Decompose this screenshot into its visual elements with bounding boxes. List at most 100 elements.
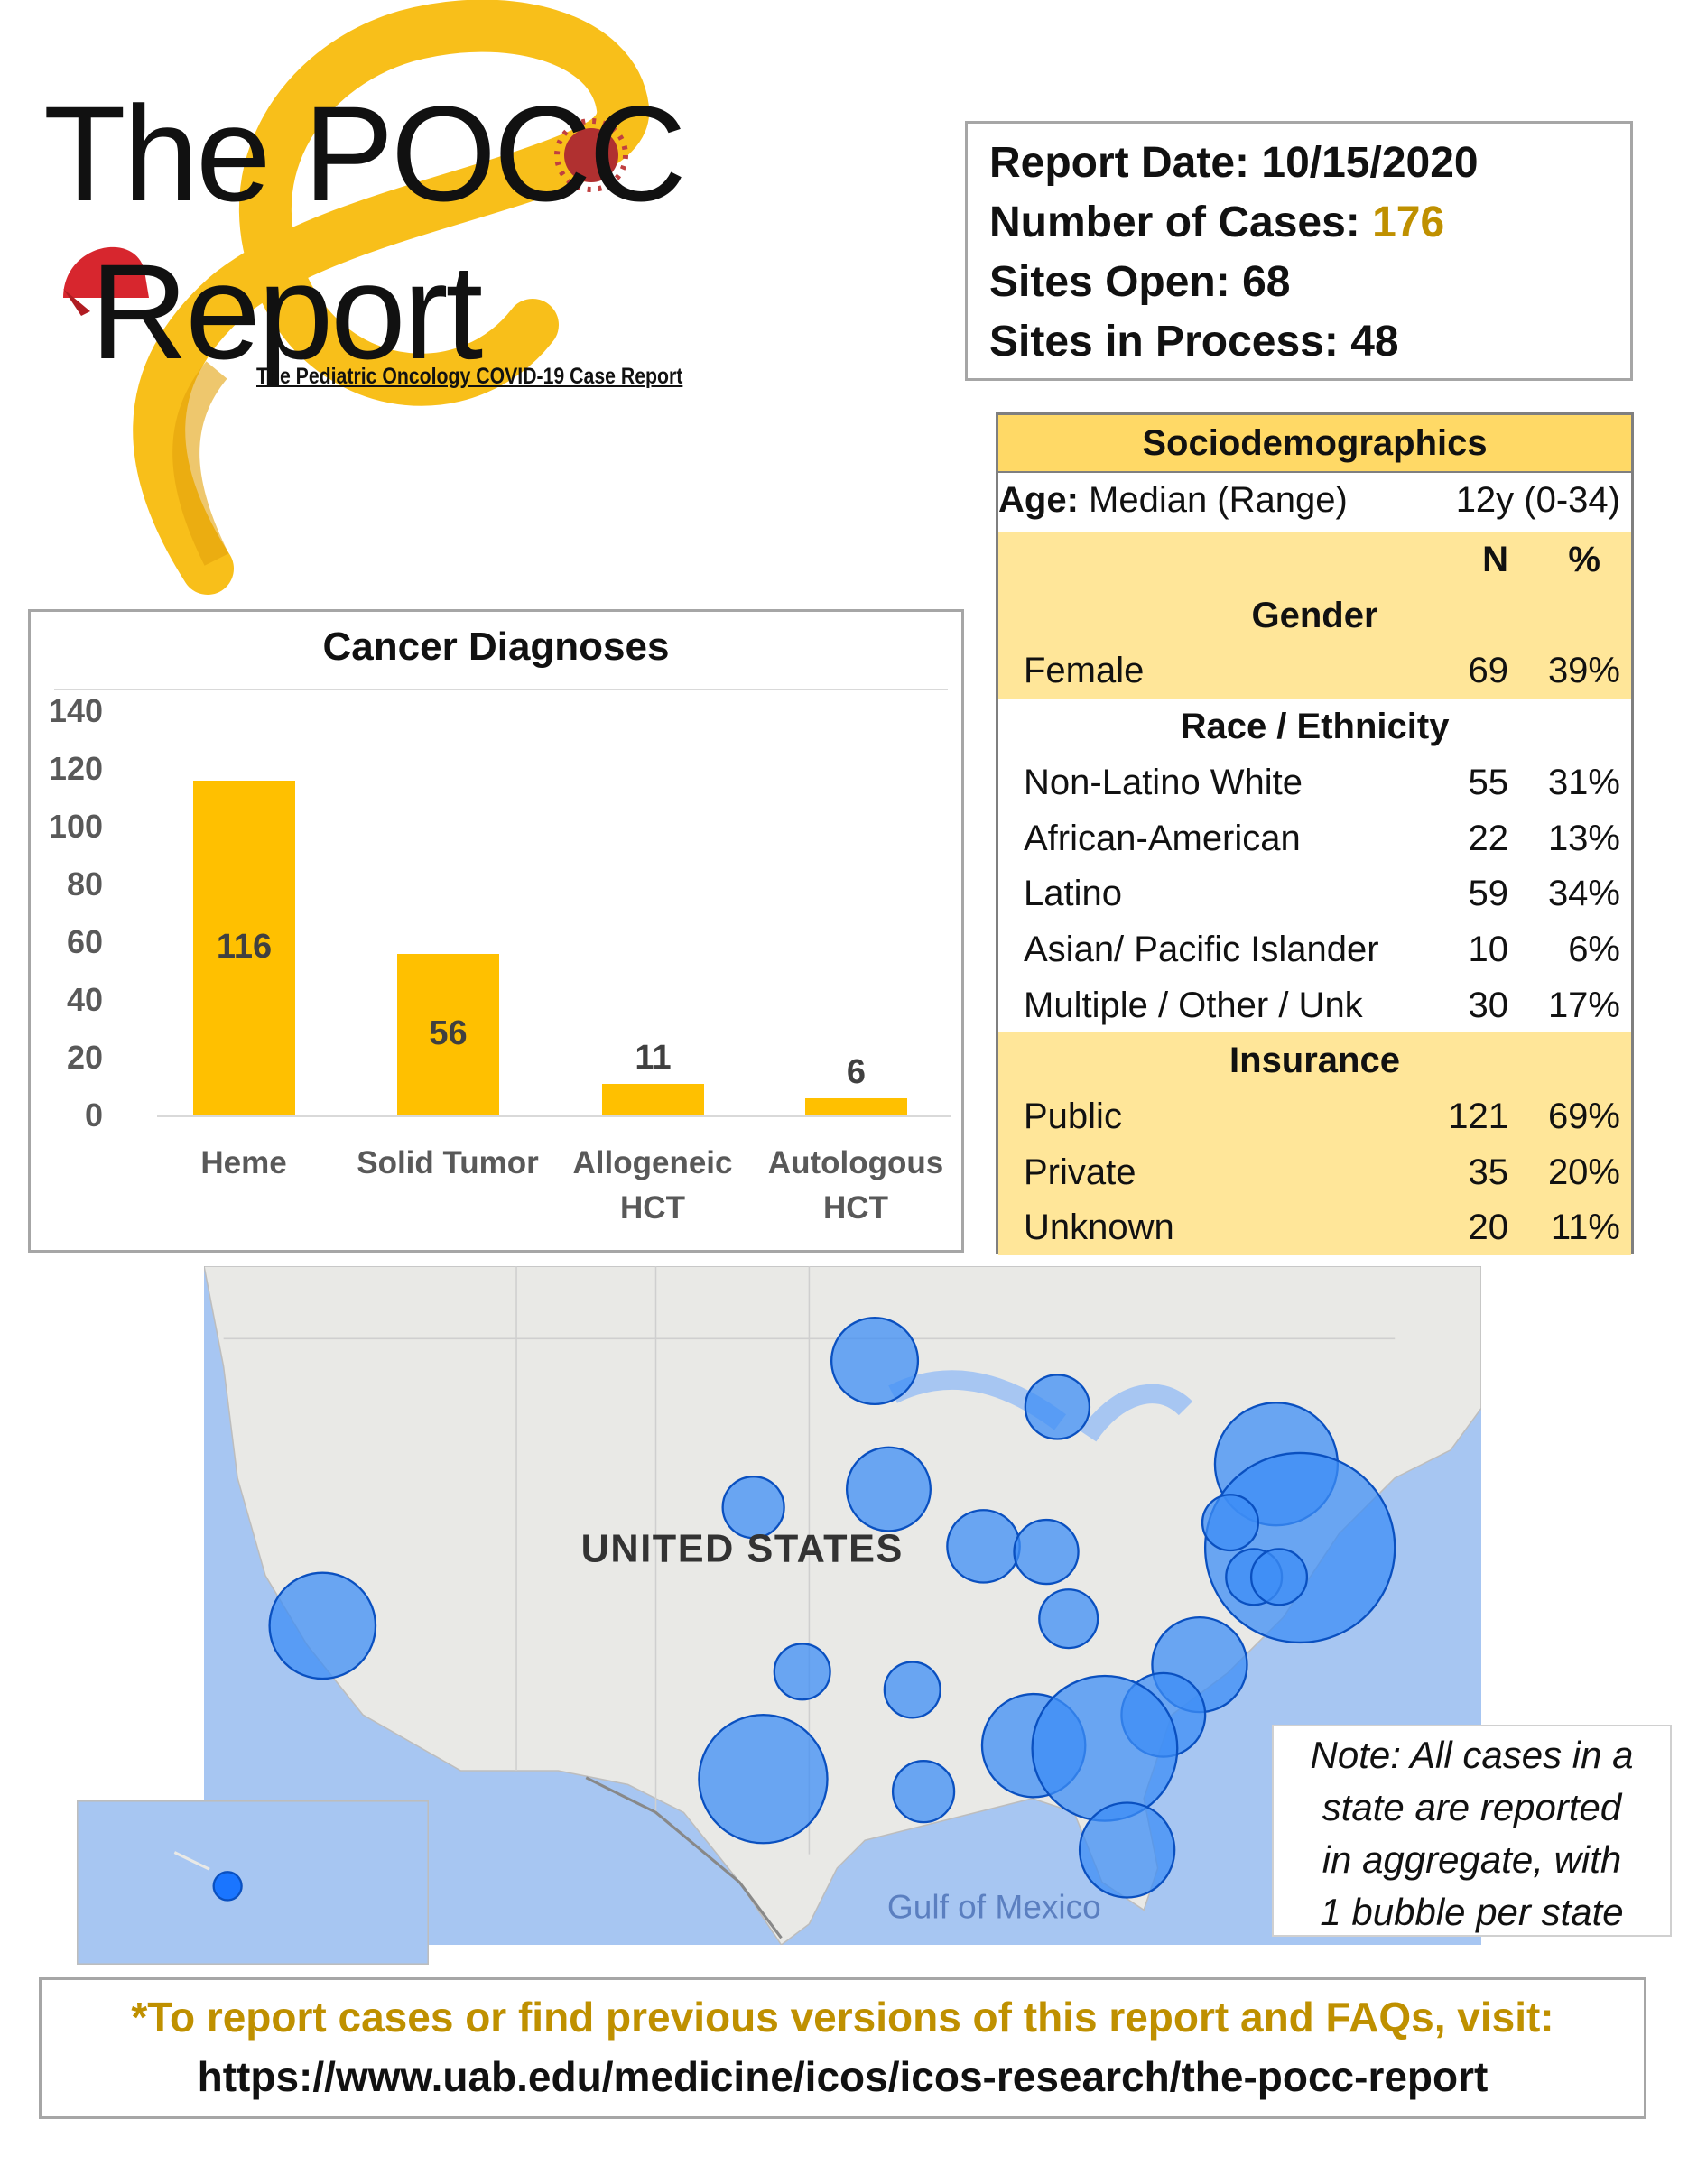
x-tick-label: Allogeneic HCT bbox=[572, 1145, 733, 1226]
data-row: Public 121 69% bbox=[998, 1088, 1631, 1144]
row-label: African-American bbox=[1024, 818, 1301, 858]
y-tick-label: 20 bbox=[66, 1039, 103, 1076]
row-label: Public bbox=[1024, 1097, 1122, 1136]
note-line: in aggregate, with bbox=[1322, 1838, 1622, 1881]
cap-brim bbox=[63, 289, 90, 316]
row-n: 55 bbox=[1468, 762, 1509, 802]
bar bbox=[193, 780, 295, 1115]
row-n: 59 bbox=[1468, 874, 1509, 914]
bubble bbox=[883, 1661, 941, 1719]
data-row: Unknown 20 11% bbox=[998, 1199, 1631, 1256]
logo-subtitle: The Pediatric Oncology COVID-19 Case Rep… bbox=[256, 364, 683, 389]
row-pct: 34% bbox=[1547, 874, 1620, 914]
age-measure: Median (Range) bbox=[1089, 480, 1348, 520]
x-tick-label: Heme bbox=[200, 1145, 287, 1180]
water-label: Gulf of Mexico bbox=[887, 1888, 1101, 1926]
y-tick-label: 80 bbox=[66, 865, 103, 902]
section-title: Insurance bbox=[1229, 1041, 1400, 1081]
data-label: 11 bbox=[635, 1038, 672, 1077]
map-inset bbox=[77, 1800, 429, 1965]
bubble bbox=[946, 1509, 1021, 1584]
data-row: Latino 59 34% bbox=[998, 865, 1631, 922]
bubble bbox=[773, 1643, 831, 1701]
cap-icon bbox=[63, 246, 149, 298]
data-label: 116 bbox=[216, 928, 273, 967]
row-n: 121 bbox=[1448, 1097, 1508, 1136]
y-tick-label: 60 bbox=[66, 923, 103, 960]
note-line: Note: All cases in a bbox=[1310, 1734, 1634, 1776]
info-label: Number of Cases: bbox=[989, 199, 1360, 246]
column-header: N bbox=[1482, 540, 1508, 579]
bubble bbox=[1078, 1801, 1176, 1899]
bar bbox=[397, 953, 499, 1115]
data-row: African-American 22 13% bbox=[998, 810, 1631, 866]
row-label: Latino bbox=[1024, 874, 1122, 914]
bubble bbox=[1013, 1518, 1080, 1586]
row-label: Asian/ Pacific Islander bbox=[1024, 929, 1379, 969]
section-row: Race / Ethnicity bbox=[998, 699, 1631, 755]
bubble bbox=[1031, 1674, 1179, 1822]
row-label: Non-Latino White bbox=[1024, 762, 1303, 802]
data-label: 56 bbox=[429, 1014, 468, 1053]
info-label: Report Date: bbox=[989, 139, 1250, 187]
bar-chart: Cancer Diagnoses 0 20 40 60 80 100 120 140 116 He… bbox=[28, 609, 964, 1253]
note-line: 1 bubble per state bbox=[1320, 1891, 1624, 1933]
row-n: 20 bbox=[1468, 1208, 1509, 1248]
data-row: Female 69 39% bbox=[998, 643, 1631, 699]
row-label: Unknown bbox=[1024, 1208, 1174, 1248]
row-pct: 17% bbox=[1547, 985, 1620, 1025]
table-title: Sociodemographics bbox=[998, 415, 1631, 473]
info-line: Number of Cases: 176 bbox=[989, 198, 1444, 247]
row-label: Female bbox=[1024, 651, 1145, 691]
border-mexico bbox=[585, 1776, 783, 1939]
ribbon-shade bbox=[172, 361, 229, 566]
row-pct: 20% bbox=[1547, 1152, 1620, 1192]
row-n: 30 bbox=[1468, 985, 1509, 1025]
info-label: Sites in Process: bbox=[989, 318, 1339, 366]
bubble bbox=[268, 1571, 377, 1680]
row-n: 22 bbox=[1468, 818, 1509, 858]
row-pct: 69% bbox=[1547, 1097, 1620, 1136]
logo-art bbox=[63, 0, 649, 595]
footer-url[interactable]: https://www.uab.edu/medicine/icos/icos-r… bbox=[197, 2053, 1489, 2100]
data-row: Private 35 20% bbox=[998, 1143, 1631, 1200]
logo-title: Report bbox=[90, 236, 483, 387]
row-n: 35 bbox=[1468, 1152, 1509, 1192]
info-value: 176 bbox=[1372, 199, 1445, 246]
info-line: Report Date: 10/15/2020 bbox=[989, 138, 1479, 188]
row-pct: 39% bbox=[1547, 651, 1620, 691]
bubbles bbox=[268, 1316, 1396, 1899]
bubble bbox=[1038, 1588, 1099, 1650]
age-row: Age: Median (Range) 12y (0-34) bbox=[998, 472, 1631, 528]
row-label: Multiple / Other / Unk bbox=[1024, 985, 1363, 1025]
row-pct: 6% bbox=[1568, 929, 1620, 969]
info-value: 10/15/2020 bbox=[1261, 139, 1479, 187]
data-row: Asian/ Pacific Islander 10 6% bbox=[998, 921, 1631, 977]
inset-islands bbox=[173, 1851, 210, 1871]
bubble bbox=[1024, 1374, 1091, 1440]
info-value: 48 bbox=[1350, 318, 1399, 366]
section-row: Gender bbox=[998, 587, 1631, 643]
row-pct: 13% bbox=[1547, 818, 1620, 858]
x-tick-label: Solid Tumor bbox=[357, 1145, 539, 1180]
bubble bbox=[845, 1446, 932, 1532]
info-label: Sites Open: bbox=[989, 258, 1230, 306]
info-line: Sites Open: 68 bbox=[989, 257, 1290, 307]
section-title: Race / Ethnicity bbox=[1180, 707, 1450, 747]
section-title: Gender bbox=[1251, 595, 1378, 635]
note-line: state are reported bbox=[1322, 1786, 1622, 1828]
footer-box: *To report cases or find previous versio… bbox=[39, 1977, 1646, 2119]
row-n: 10 bbox=[1468, 929, 1509, 969]
column-header: % bbox=[1568, 540, 1600, 579]
virus-icon bbox=[564, 128, 618, 182]
bubble bbox=[1201, 1494, 1259, 1552]
data-row: Non-Latino White 55 31% bbox=[998, 754, 1631, 810]
country-label: UNITED STATES bbox=[581, 1527, 904, 1570]
y-tick-label: 100 bbox=[48, 808, 103, 845]
inset-water bbox=[77, 1800, 429, 1965]
age-label: Age: bbox=[998, 480, 1079, 520]
y-tick-label: 120 bbox=[48, 750, 103, 787]
bubble bbox=[698, 1714, 829, 1845]
ribbon bbox=[133, 0, 649, 595]
